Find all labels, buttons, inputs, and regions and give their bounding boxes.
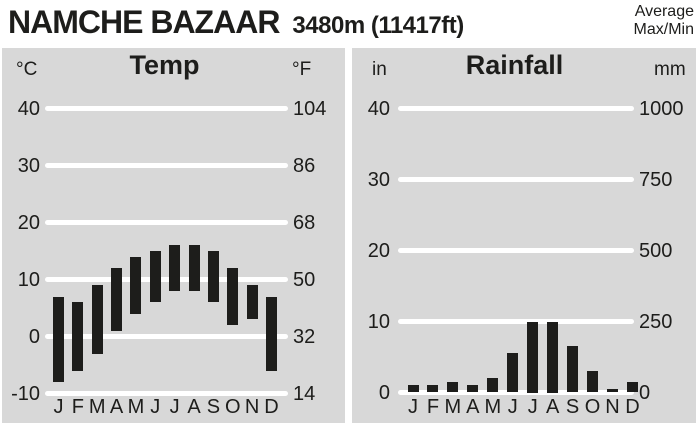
rain-unit-inches: in (372, 59, 387, 80)
temp-gridline (45, 277, 288, 282)
temp-month-label: A (187, 396, 201, 418)
temp-tick-left: 40 (17, 97, 40, 120)
legend-line-maxmin: Max/Min (633, 21, 694, 38)
rain-tick-right: 1000 (639, 97, 684, 120)
temp-month-label: F (71, 396, 84, 418)
temp-month-label: S (206, 396, 221, 418)
legend: Average Max/Min (634, 0, 694, 39)
temp-bar-3 (91, 285, 103, 354)
temp-chart-title: Temp (129, 50, 200, 80)
rain-month-label: O (584, 396, 601, 418)
rain-unit-millimetres: mm (654, 59, 686, 80)
temp-month-label: M (127, 396, 145, 418)
rain-bar-5 (487, 378, 499, 393)
rain-tick-right: 0 (639, 381, 651, 404)
temp-tick-left: 10 (17, 268, 40, 291)
rain-tick-left: 40 (367, 97, 390, 120)
temp-bar-7 (169, 245, 181, 291)
temp-bar-4 (111, 268, 123, 331)
temp-month-label: N (244, 396, 260, 418)
rain-month-label: D (625, 396, 640, 418)
temp-gridline (45, 163, 288, 168)
temp-tick-left: -10 (11, 382, 40, 405)
rain-bar-11 (607, 388, 618, 393)
rain-gridline (398, 177, 634, 182)
rain-bar-10 (587, 371, 599, 393)
temp-bar-12 (265, 296, 277, 371)
rain-tick-right: 500 (639, 239, 673, 262)
rain-month-label: A (545, 396, 560, 418)
temp-tick-right: 86 (293, 154, 316, 177)
rain-bar-8 (547, 321, 559, 393)
rain-gridline (398, 390, 634, 395)
temp-tick-right: 14 (293, 382, 316, 405)
temp-gridline (45, 334, 288, 339)
rain-gridline (398, 248, 634, 253)
rain-bar-9 (567, 346, 579, 393)
temp-bar-10 (227, 268, 239, 326)
rain-tick-right: 250 (639, 310, 673, 333)
rain-tick-right: 750 (639, 168, 673, 191)
temp-tick-right: 50 (293, 268, 316, 291)
rain-chart: in Rainfall mm 40 1000 30 750 20 500 10 250 0 0 J F… (352, 48, 696, 423)
rain-month-label: S (565, 396, 580, 418)
rain-gridline (398, 319, 634, 324)
rain-tick-left: 10 (367, 310, 390, 333)
rain-bar-1 (407, 385, 419, 393)
rain-month-label: M (444, 396, 462, 418)
temp-month-label: M (88, 396, 106, 418)
legend-line-average: Average (634, 3, 694, 20)
rain-chart-title: Rainfall (465, 50, 564, 80)
temp-month-label: O (224, 396, 241, 418)
temp-tick-right: 32 (293, 325, 316, 348)
rain-gridline (398, 106, 634, 111)
rain-month-label: M (484, 396, 502, 418)
rain-bar-7 (527, 321, 539, 393)
temp-month-label: A (109, 396, 124, 418)
temp-tick-left: 0 (28, 325, 40, 348)
rain-bar-6 (507, 353, 519, 393)
temp-gridline (45, 391, 288, 396)
temp-month-label: D (264, 396, 279, 418)
rain-tick-left: 30 (367, 168, 390, 191)
temp-gridline (45, 106, 288, 111)
temp-chart: °C Temp °F 40 104 30 86 20 68 10 50 0 32 -10 14 J F M A… (2, 48, 345, 423)
temp-tick-left: 20 (17, 211, 40, 234)
rain-month-label: J (527, 396, 538, 418)
temp-bar-8 (188, 245, 200, 291)
title-group: NAMCHE BAZAAR 3480m (11417ft) (8, 2, 464, 42)
rain-bar-4 (467, 385, 479, 393)
rain-month-label: J (507, 396, 518, 418)
temp-unit-celsius: °C (16, 59, 38, 80)
rain-month-label: F (426, 396, 440, 418)
elevation-label: 3480m (11417ft) (292, 12, 464, 39)
rain-tick-left: 0 (378, 381, 390, 404)
rain-bar-3 (447, 381, 459, 393)
rain-month-label: A (466, 396, 480, 418)
temp-bar-1 (53, 296, 64, 383)
temp-month-label: J (53, 396, 64, 418)
header: NAMCHE BAZAAR 3480m (11417ft) Average Ma… (0, 0, 698, 48)
temp-tick-right: 104 (293, 97, 327, 120)
temp-gridline (45, 220, 288, 225)
temp-bar-11 (246, 285, 258, 320)
rain-month-label: J (408, 396, 418, 418)
temp-tick-left: 30 (17, 154, 40, 177)
temp-bar-5 (130, 256, 142, 314)
temp-unit-fahrenheit: °F (292, 59, 312, 80)
temp-bar-9 (207, 251, 219, 303)
temp-month-label: J (169, 396, 180, 418)
rain-month-label: N (605, 396, 620, 418)
rain-bar-12 (626, 381, 638, 393)
rain-tick-left: 20 (367, 239, 390, 262)
temp-bar-2 (72, 302, 84, 371)
rain-bar-2 (427, 385, 439, 393)
temp-bar-6 (149, 251, 161, 303)
temp-month-label: J (150, 396, 161, 418)
page-title: NAMCHE BAZAAR (8, 4, 280, 40)
temp-tick-right: 68 (293, 211, 316, 234)
